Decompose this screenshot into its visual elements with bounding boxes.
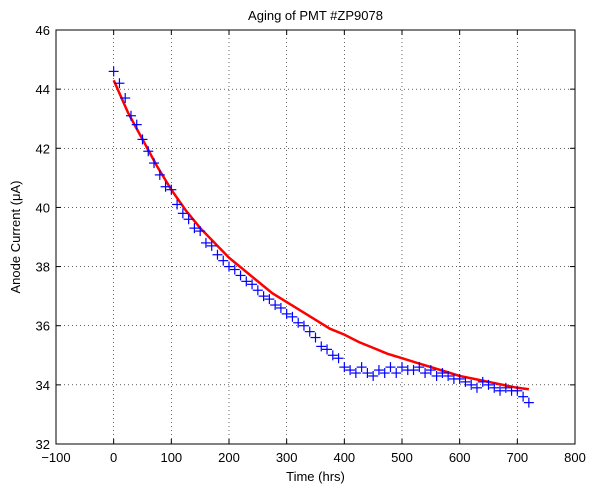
data-point [466,379,477,390]
data-point [212,249,223,260]
x-tick-label: 200 [218,450,240,465]
data-point [275,302,286,313]
data-point [495,385,506,396]
data-point [391,368,402,379]
data-point [385,362,396,373]
chart-title: Aging of PMT #ZP9078 [248,8,383,23]
data-point [408,365,419,376]
data-point [172,199,183,210]
data-point [154,169,165,180]
data-point [368,370,379,381]
y-tick-label: 38 [36,260,50,275]
y-tick-label: 32 [36,437,50,452]
data-point [373,365,384,376]
data-points-layer [108,66,534,408]
data-point [443,370,454,381]
fit-curve [112,79,530,391]
data-point [287,311,298,322]
y-tick-label: 40 [36,200,50,215]
data-point [362,368,373,379]
data-point [471,382,482,393]
data-point [460,376,471,387]
data-point [247,279,258,290]
data-point [224,261,234,272]
data-point [177,208,188,219]
x-tick-label: 500 [391,450,413,465]
data-point [322,344,333,355]
data-point [149,158,160,169]
y-tick-label: 34 [36,378,50,393]
x-tick-label: 600 [449,450,471,465]
data-point [500,382,511,393]
data-point [270,300,281,311]
x-tick-label: 300 [276,450,298,465]
data-point [379,368,390,379]
data-point [200,237,211,248]
data-point [523,397,534,408]
data-point [431,370,442,381]
data-point [281,308,292,319]
data-point [160,181,171,192]
data-point [235,270,246,281]
y-tick-label: 44 [36,82,50,97]
data-point [264,294,275,305]
data-point [258,291,269,302]
data-point [241,276,252,287]
data-point [189,223,200,234]
x-tick-label: 0 [110,450,117,465]
data-point [339,362,350,373]
data-point [183,214,194,225]
data-point [298,320,309,331]
x-tick-label: 400 [333,450,355,465]
data-point [316,341,327,352]
plot-frame [55,29,576,445]
data-point [437,368,448,379]
x-axis-label: Time (hrs) [286,469,345,484]
data-point [125,110,136,121]
data-point [310,332,321,343]
data-point [218,255,229,266]
data-point [489,382,500,393]
x-tick-label: 100 [160,450,182,465]
data-point [114,78,125,89]
data-point [483,379,494,390]
data-point [425,365,436,376]
data-point [108,66,119,77]
data-point [420,368,431,379]
data-point [206,240,217,251]
fit-curve-layer [112,79,530,391]
y-axis-label: Anode Current (μA) [8,181,23,294]
x-tick-label: 800 [564,450,586,465]
data-point [414,362,425,373]
data-point [356,362,367,373]
data-point [518,391,529,402]
data-point [477,376,488,387]
data-point [350,368,361,379]
axis-ticks: −100 0 100 200 300 400 500 600 700 800 32 34 36 38 40 4… [36,23,586,465]
data-point [120,93,131,104]
y-tick-label: 42 [36,141,50,156]
data-point [333,353,344,364]
data-point [345,365,356,376]
data-point [137,134,148,145]
data-point [252,285,263,296]
data-point [327,350,338,361]
data-point [293,317,304,328]
x-tick-label: 700 [506,450,528,465]
data-point [229,264,240,275]
data-point [143,146,154,157]
y-tick-label: 46 [36,23,50,38]
data-point [195,226,206,237]
data-point [512,385,523,396]
data-point [304,326,315,337]
data-point [397,362,407,373]
y-tick-label: 36 [36,319,50,334]
data-point [166,184,177,195]
x-tick-label: −100 [41,450,70,465]
data-point [131,119,142,130]
data-point [454,373,465,384]
